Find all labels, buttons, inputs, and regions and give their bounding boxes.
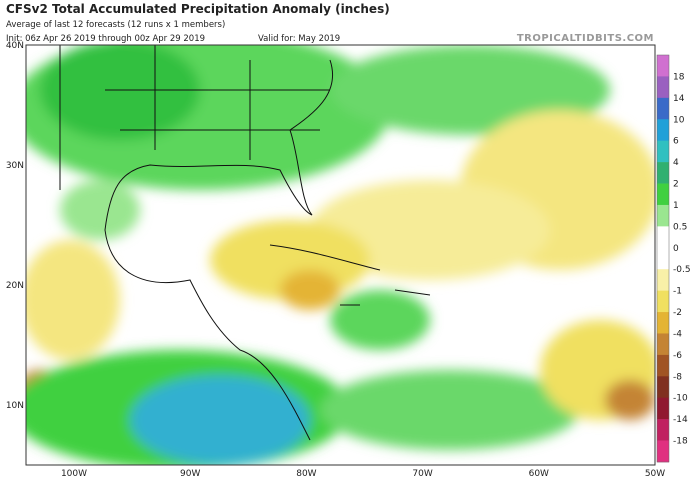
latitude-label: 40N [6, 41, 24, 51]
colorbar-label: -18 [673, 437, 688, 447]
colorbar-label: 10 [673, 115, 685, 125]
colorbar-swatch [657, 269, 669, 291]
colorbar-swatch [657, 97, 669, 120]
colorbar-label: -0.5 [673, 265, 691, 275]
longitude-label: 80W [296, 469, 316, 479]
latitude-label: 20N [6, 281, 24, 291]
colorbar-label: 1 [673, 201, 679, 211]
colorbar-label: -1 [673, 287, 682, 297]
colorbar-label: 0.5 [673, 222, 687, 232]
colorbar-frame [656, 54, 670, 463]
colorbar-swatch [657, 247, 669, 270]
map-field [26, 45, 655, 465]
latitude-label: 30N [6, 161, 24, 171]
colorbar-label: -10 [673, 394, 688, 404]
colorbar-label: 18 [673, 72, 685, 82]
valid-time: Valid for: May 2019 [258, 34, 340, 44]
colorbar-label: 14 [673, 94, 685, 104]
colorbar-swatch [657, 312, 669, 334]
colorbar-swatch [657, 290, 669, 313]
colorbar-swatch [657, 397, 669, 420]
longitude-label: 60W [529, 469, 549, 479]
colorbar-label: -8 [673, 372, 682, 382]
title: CFSv2 Total Accumulated Precipitation An… [6, 2, 390, 16]
colorbar-label: -6 [673, 351, 682, 361]
source-credit: TROPICALTIDBITS.COM [517, 33, 654, 44]
longitude-label: 70W [412, 469, 432, 479]
colorbar-swatch [657, 419, 669, 441]
colorbar-swatch [657, 376, 669, 399]
colorbar-label: -4 [673, 329, 682, 339]
latitude-label: 10N [6, 401, 24, 411]
colorbar-label: -14 [673, 415, 688, 425]
colorbar-swatch [657, 333, 669, 356]
colorbar-label: 6 [673, 137, 679, 147]
colorbar-swatch [657, 162, 669, 184]
colorbar-swatch [657, 76, 669, 99]
colorbar-label: -2 [673, 308, 682, 318]
colorbar-label: 0 [673, 244, 679, 254]
colorbar-swatch [657, 354, 669, 377]
subtitle: Average of last 12 forecasts (12 runs x … [6, 20, 225, 30]
colorbar-label: 2 [673, 180, 679, 190]
init-time: Init: 06z Apr 26 2019 through 00z Apr 29… [6, 34, 205, 44]
colorbar-swatch [657, 119, 669, 141]
colorbar-swatch [657, 55, 669, 77]
map-frame [25, 44, 656, 466]
colorbar-swatch [657, 140, 669, 163]
colorbar-swatch [657, 440, 669, 463]
colorbar-swatch [657, 226, 669, 249]
colorbar-swatch [657, 204, 669, 227]
colorbar-label: 4 [673, 158, 679, 168]
longitude-label: 90W [180, 469, 200, 479]
colorbar-swatch [657, 183, 669, 206]
longitude-label: 50W [645, 469, 665, 479]
longitude-label: 100W [61, 469, 87, 479]
